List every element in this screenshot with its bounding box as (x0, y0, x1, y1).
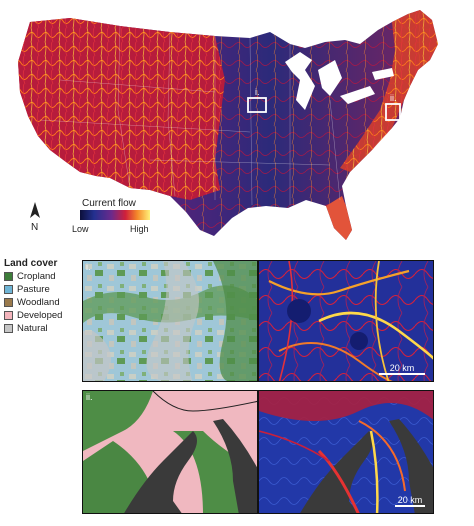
legend-label: Developed (17, 309, 63, 321)
legend-swatch (4, 297, 13, 307)
panel-ii-land-cover-map (83, 391, 257, 513)
panel-ii-land-cover: ii. (82, 390, 258, 514)
panel-i-land-cover: i. (82, 260, 258, 382)
panel-i-current-flow: 20 km (258, 260, 434, 382)
legend-item-developed: Developed (4, 309, 80, 321)
inset-box-ii[interactable] (385, 103, 401, 121)
panel-ii-current-flow: 20 km (258, 390, 434, 514)
legend-label: Cropland (17, 270, 56, 282)
panel-ii-flow-map (259, 391, 433, 513)
scale-bar-top: 20 km (379, 363, 425, 375)
legend-swatch (4, 284, 13, 294)
us-map-svg: i. ii. N Current flow Low High (18, 10, 438, 240)
legend-label: Natural (17, 322, 48, 334)
north-arrow-icon (30, 202, 40, 218)
north-label: N (31, 222, 38, 233)
colorbar-title: Current flow (82, 198, 137, 209)
legend-item-pasture: Pasture (4, 283, 80, 295)
legend-swatch (4, 271, 13, 281)
legend-label: Woodland (17, 296, 60, 308)
colorbar-low-label: Low (72, 224, 89, 234)
legend-item-cropland: Cropland (4, 270, 80, 282)
scale-bar-bottom-line (395, 505, 425, 507)
legend-item-woodland: Woodland (4, 296, 80, 308)
great-lakes (285, 52, 394, 110)
colorbar (80, 210, 150, 220)
panel-i-land-cover-map (83, 261, 257, 381)
colorbar-high-label: High (130, 224, 149, 234)
panel-i-label: i. (86, 262, 91, 272)
inset-label-ii: ii. (390, 93, 397, 103)
scale-bar-top-label: 20 km (389, 363, 415, 373)
inset-label-i: i. (255, 87, 260, 97)
scale-bar-top-line (379, 373, 425, 375)
us-current-flow-map: i. ii. N Current flow Low High (0, 0, 474, 250)
scale-bar-bottom: 20 km (395, 495, 425, 507)
legend-item-natural: Natural (4, 322, 80, 334)
panel-ii-label: ii. (86, 392, 93, 402)
bay-water (124, 431, 197, 513)
inset-box-i[interactable] (247, 97, 267, 113)
state-borders (39, 25, 341, 206)
legend-swatch (4, 323, 13, 333)
legend-label: Pasture (17, 283, 50, 295)
scale-bar-bottom-label: 20 km (397, 495, 423, 505)
legend-swatch (4, 310, 13, 320)
legend-title: Land cover (4, 258, 58, 269)
land-cover-legend: Land cover Cropland Pasture Woodland Develo… (4, 258, 80, 334)
panel-i-flow-map (259, 261, 433, 381)
